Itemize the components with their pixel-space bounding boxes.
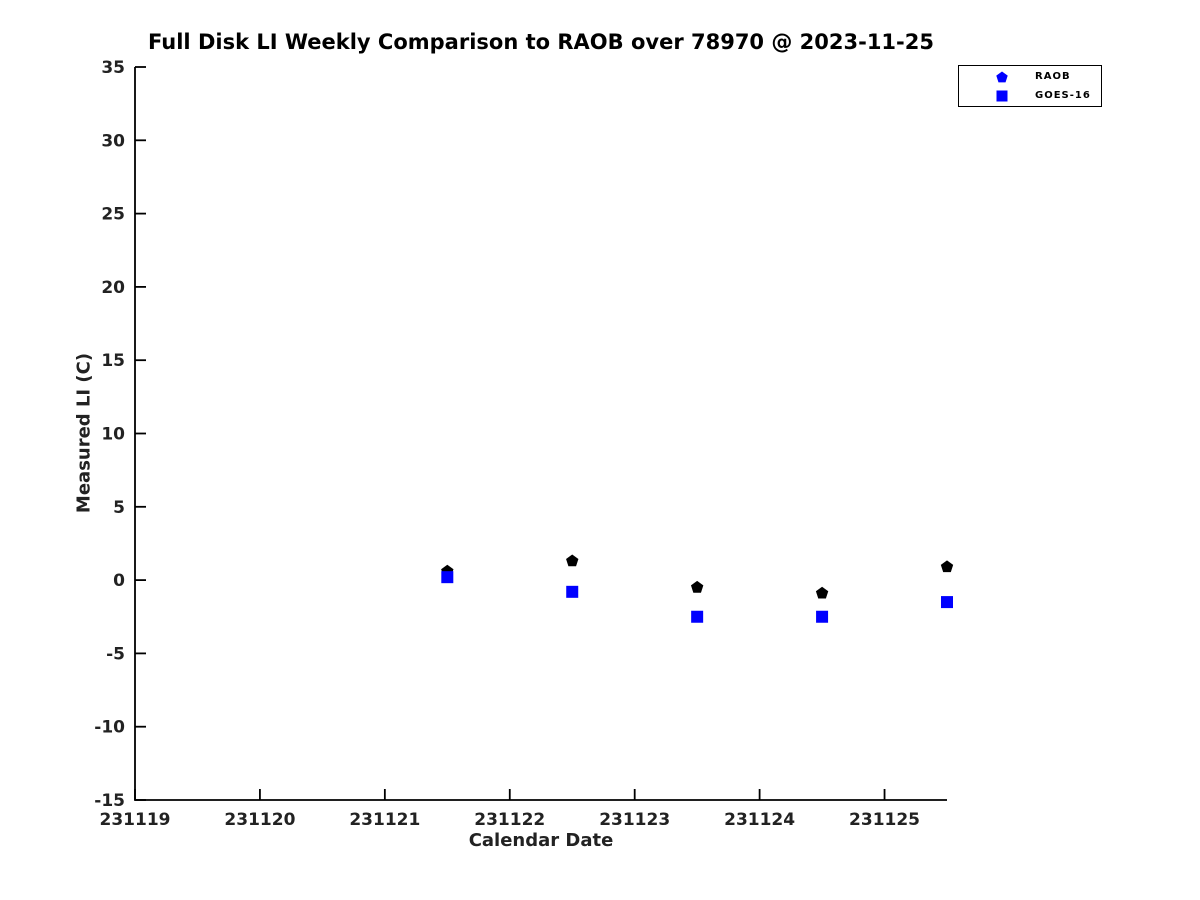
x-tick-label: 231120 bbox=[224, 810, 295, 830]
x-tick-label: 231124 bbox=[724, 810, 795, 830]
legend-item-raob: RAOB bbox=[959, 67, 1101, 86]
data-point-goes-16 bbox=[941, 596, 953, 609]
raob-pentagon-icon bbox=[996, 71, 1008, 82]
legend-label-raob: RAOB bbox=[1035, 71, 1071, 82]
y-tick-label: 35 bbox=[101, 58, 125, 78]
x-axis-label: Calendar Date bbox=[468, 830, 614, 851]
data-point-raob bbox=[690, 580, 704, 593]
x-tick-label: 231122 bbox=[474, 810, 545, 830]
x-tick-label: 231119 bbox=[100, 810, 171, 830]
y-tick-label: 5 bbox=[113, 498, 125, 518]
data-point-goes-16 bbox=[816, 610, 829, 623]
legend-label-goes16: GOES-16 bbox=[1035, 90, 1091, 101]
y-tick-label: 0 bbox=[113, 571, 125, 591]
data-point-raob bbox=[940, 560, 954, 573]
y-tick-label: 10 bbox=[101, 425, 125, 445]
x-tick-label: 231123 bbox=[599, 810, 670, 830]
y-tick-label: 30 bbox=[101, 131, 125, 151]
legend-item-goes16: GOES-16 bbox=[959, 86, 1101, 105]
data-point-goes-16 bbox=[566, 585, 579, 598]
legend: RAOB GOES-16 bbox=[958, 65, 1102, 107]
y-tick-label: -5 bbox=[106, 644, 125, 664]
chart-title: Full Disk LI Weekly Comparison to RAOB o… bbox=[147, 30, 934, 54]
y-tick-label: 25 bbox=[101, 205, 125, 225]
data-point-goes-16 bbox=[441, 571, 454, 584]
x-tick-label: 231121 bbox=[349, 810, 420, 830]
y-tick-label: 20 bbox=[101, 278, 125, 298]
data-point-raob bbox=[815, 586, 829, 599]
y-tick-label: -15 bbox=[94, 791, 125, 811]
y-axis-label: Measured LI (C) bbox=[73, 352, 95, 514]
y-tick-label: -10 bbox=[94, 718, 125, 738]
x-tick-label: 231125 bbox=[849, 810, 920, 830]
axis-frame bbox=[134, 67, 947, 801]
data-point-raob bbox=[566, 554, 579, 567]
data-point-goes-16 bbox=[691, 610, 704, 623]
goes16-square-icon bbox=[996, 90, 1008, 101]
y-tick-label: 15 bbox=[101, 351, 125, 371]
